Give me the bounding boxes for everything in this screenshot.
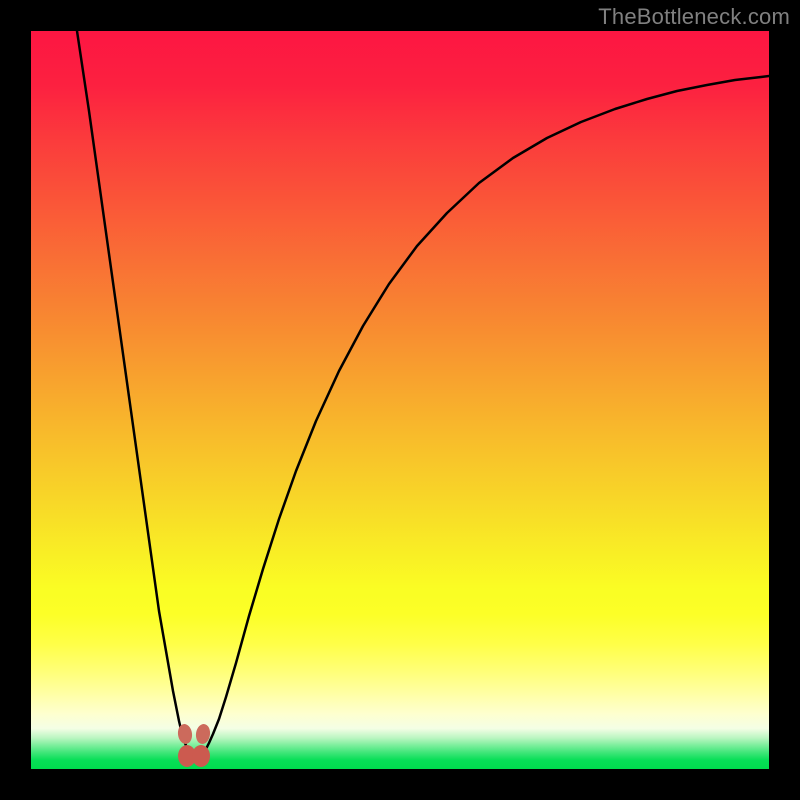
marker-group [177, 723, 212, 767]
chart-container: TheBottleneck.com [0, 0, 800, 800]
plot-area [31, 31, 769, 769]
bottleneck-curve [77, 31, 769, 758]
watermark-text: TheBottleneck.com [598, 4, 790, 30]
bottleneck-curve-layer [31, 31, 769, 769]
marker-3 [192, 745, 210, 767]
